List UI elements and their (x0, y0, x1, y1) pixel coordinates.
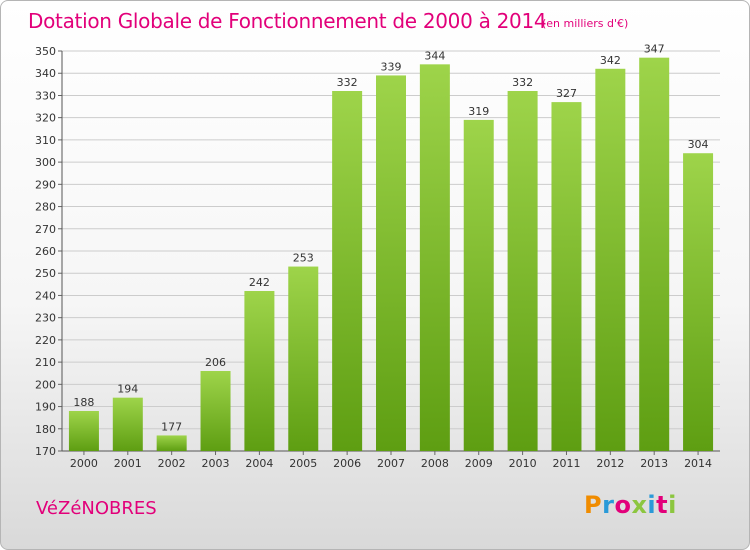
data-label: 327 (556, 87, 577, 100)
bars (68, 57, 714, 452)
data-label: 339 (381, 60, 402, 73)
y-tick-label: 280 (35, 201, 56, 214)
bar (332, 91, 363, 451)
bar (683, 153, 714, 451)
y-tick-label: 330 (35, 89, 56, 102)
x-tick-label: 2000 (70, 457, 98, 470)
data-labels: 188 194 177 206 242 253 332 339 344 319 332 327 342 3… (73, 43, 708, 434)
logo-letter: o (614, 491, 632, 519)
x-tick-labels: 2000 2001 2002 2003 2004 2005 2006 2007 2008 2009… (70, 457, 712, 470)
data-label: 177 (161, 420, 182, 433)
data-label: 342 (600, 54, 621, 67)
bar (244, 291, 275, 451)
commune-name: VéZéNOBRES (36, 498, 157, 519)
bar (156, 435, 187, 451)
x-tick-label: 2005 (289, 457, 317, 470)
y-tick-label: 310 (35, 134, 56, 147)
logo-letter: P (584, 491, 603, 519)
bar (288, 266, 319, 451)
y-tick-label: 270 (35, 223, 56, 236)
y-tick-label: 170 (35, 445, 56, 458)
y-tick-label: 250 (35, 267, 56, 280)
y-tick-label: 200 (35, 378, 56, 391)
x-tick-label: 2014 (684, 457, 712, 470)
x-tick-label: 2011 (552, 457, 580, 470)
bar (639, 57, 670, 452)
y-tick-label: 320 (35, 112, 56, 125)
x-tick-label: 2008 (421, 457, 449, 470)
data-label: 347 (644, 43, 665, 56)
data-label: 188 (73, 396, 94, 409)
data-label: 344 (424, 49, 445, 62)
bar (376, 75, 406, 451)
data-label: 206 (205, 356, 226, 369)
data-label: 332 (512, 76, 533, 89)
x-tick-label: 2006 (333, 457, 361, 470)
proxiti-logo[interactable]: Proxiti (584, 491, 677, 519)
bar (200, 371, 231, 451)
y-tick-label: 240 (35, 289, 56, 302)
data-label: 304 (688, 138, 709, 151)
x-tick-label: 2013 (640, 457, 668, 470)
logo-letter: i (668, 491, 677, 519)
y-tick-label: 230 (35, 312, 56, 325)
data-label: 319 (468, 105, 489, 118)
y-tick-label: 260 (35, 245, 56, 258)
bar (463, 119, 494, 451)
bar (507, 91, 538, 451)
x-tick-label: 2010 (509, 457, 537, 470)
x-tick-label: 2002 (158, 457, 186, 470)
y-tick-label: 350 (35, 45, 56, 58)
logo-letter: t (656, 491, 669, 519)
y-tick-labels: 170 180 190 200 210 220 230 240 250 260 270 280 290 3… (35, 45, 56, 458)
y-tick-label: 220 (35, 334, 56, 347)
y-tick-label: 210 (35, 356, 56, 369)
bar (419, 64, 450, 452)
y-tick-label: 300 (35, 156, 56, 169)
x-tick-label: 2007 (377, 457, 405, 470)
bar (112, 397, 143, 451)
y-tick-label: 190 (35, 401, 56, 414)
chart-title: Dotation Globale de Fonctionnement de 20… (28, 9, 547, 33)
y-tick-label: 180 (35, 423, 56, 436)
data-label: 253 (293, 252, 314, 265)
x-tick-label: 2001 (114, 457, 142, 470)
bar (595, 68, 626, 452)
data-label: 332 (337, 76, 358, 89)
logo-letter: i (647, 491, 657, 519)
y-tick-label: 340 (35, 67, 56, 80)
chart-unit-label: (en milliers d'€) (542, 17, 629, 30)
x-tick-label: 2003 (202, 457, 230, 470)
logo-letter: r (602, 491, 615, 519)
bar (551, 102, 582, 451)
logo-letter: x (631, 491, 648, 519)
data-label: 242 (249, 276, 270, 289)
x-tick-label: 2012 (596, 457, 624, 470)
bar (68, 411, 99, 451)
x-tick-label: 2009 (465, 457, 493, 470)
data-label: 194 (117, 383, 138, 396)
x-tick-label: 2004 (245, 457, 273, 470)
y-tick-label: 290 (35, 178, 56, 191)
